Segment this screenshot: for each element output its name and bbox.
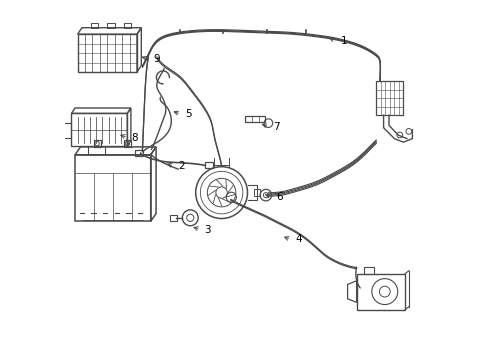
Bar	[245, 116, 265, 122]
Text: 6: 6	[277, 192, 283, 202]
Bar	[91, 23, 98, 28]
Bar	[107, 23, 115, 28]
Bar	[94, 140, 101, 147]
Bar	[124, 140, 131, 147]
Bar	[124, 23, 131, 28]
Bar	[357, 274, 405, 310]
Text: 5: 5	[185, 109, 192, 119]
Text: 3: 3	[205, 225, 211, 235]
Bar	[376, 81, 403, 115]
Text: 9: 9	[153, 54, 160, 64]
Bar	[171, 215, 177, 221]
Bar	[254, 189, 261, 196]
Bar	[75, 155, 151, 221]
Bar	[63, 123, 72, 138]
Text: 2: 2	[178, 161, 185, 171]
Bar	[72, 113, 127, 146]
Bar	[205, 162, 213, 168]
Bar	[77, 34, 137, 72]
Bar	[135, 150, 143, 156]
Text: 8: 8	[131, 132, 138, 143]
Bar	[364, 267, 373, 274]
Text: 7: 7	[273, 122, 280, 132]
Text: 4: 4	[295, 234, 301, 244]
Text: 1: 1	[341, 36, 347, 46]
